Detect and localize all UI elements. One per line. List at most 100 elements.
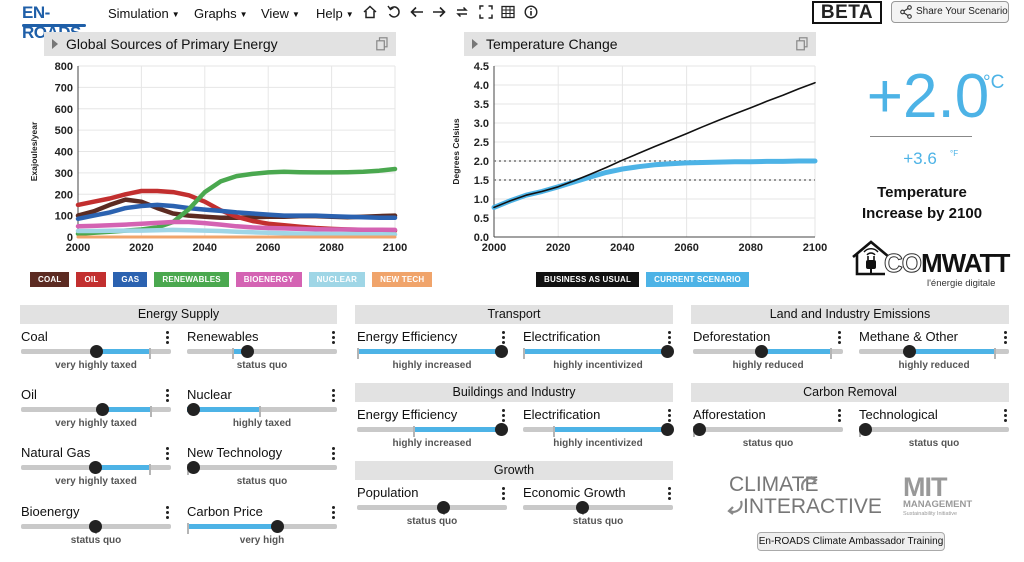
- undo-icon[interactable]: [409, 5, 425, 21]
- more-vertical-icon[interactable]: [665, 330, 673, 344]
- slider-bioenergy[interactable]: Bioenergy status quo: [21, 504, 171, 558]
- legend-item-coal[interactable]: COAL: [30, 272, 70, 287]
- slider-afforestation[interactable]: Afforestation status quo: [693, 407, 843, 461]
- more-vertical-icon[interactable]: [835, 330, 843, 344]
- slider-thumb[interactable]: [575, 501, 589, 514]
- graph-header-primary-energy[interactable]: Global Sources of Primary Energy: [44, 32, 396, 56]
- slider-thumb[interactable]: [187, 461, 200, 474]
- more-vertical-icon[interactable]: [329, 446, 337, 460]
- slider-track[interactable]: [357, 345, 508, 359]
- expand-triangle-icon[interactable]: [472, 39, 478, 49]
- legend-item-renewables[interactable]: RENEWABLES: [154, 272, 229, 287]
- legend-item-nuclear[interactable]: NUCLEAR: [308, 272, 366, 287]
- slider-track[interactable]: [523, 345, 674, 359]
- slider-track[interactable]: [693, 345, 843, 359]
- more-vertical-icon[interactable]: [329, 388, 337, 402]
- slider-thumb[interactable]: [88, 520, 102, 533]
- slider-track[interactable]: [187, 403, 337, 417]
- fullscreen-icon[interactable]: [478, 5, 494, 21]
- slider-track[interactable]: [357, 423, 508, 437]
- slider-track[interactable]: [21, 520, 171, 534]
- primary-energy-chart[interactable]: 0 100 200 300 400 500 600 700 800 2000 2020 2040 206…: [0, 56, 420, 266]
- slider-track[interactable]: [187, 345, 337, 359]
- slider-thumb[interactable]: [96, 403, 109, 416]
- more-vertical-icon[interactable]: [163, 388, 171, 402]
- slider-thumb[interactable]: [187, 403, 200, 416]
- slider-natural-gas[interactable]: Natural Gas very highly taxed: [21, 445, 171, 499]
- temperature-chart[interactable]: 0.0 0.5 1.0 1.5 2.0 2.5 3.0 3.5 4.0 4.5 2000 2020 20…: [440, 56, 830, 266]
- copy-icon[interactable]: [376, 37, 388, 51]
- slider-thumb[interactable]: [902, 345, 916, 358]
- slider-thumb[interactable]: [241, 345, 254, 358]
- more-vertical-icon[interactable]: [835, 408, 843, 422]
- swap-icon[interactable]: [454, 5, 470, 21]
- slider-thumb[interactable]: [859, 423, 872, 436]
- series-line-nuclear[interactable]: [75, 227, 398, 237]
- more-vertical-icon[interactable]: [329, 330, 337, 344]
- home-icon[interactable]: [362, 5, 378, 21]
- more-vertical-icon[interactable]: [1001, 330, 1009, 344]
- legend-item-business-as-usual[interactable]: BUSINESS AS USUAL: [536, 272, 640, 287]
- slider-thumb[interactable]: [495, 345, 508, 358]
- more-vertical-icon[interactable]: [665, 408, 673, 422]
- slider-buildings-energy-efficiency[interactable]: Energy Efficiency highly increased: [357, 407, 508, 461]
- more-vertical-icon[interactable]: [163, 446, 171, 460]
- slider-thumb[interactable]: [90, 345, 103, 358]
- slider-oil[interactable]: Oil very highly taxed: [21, 387, 171, 441]
- slider-nuclear[interactable]: Nuclear highly taxed: [187, 387, 337, 441]
- more-vertical-icon[interactable]: [329, 505, 337, 519]
- slider-thumb[interactable]: [88, 461, 102, 474]
- copy-icon[interactable]: [796, 37, 808, 51]
- more-vertical-icon[interactable]: [163, 505, 171, 519]
- slider-renewables[interactable]: Renewables status quo: [187, 329, 337, 383]
- slider-deforestation[interactable]: Deforestation highly reduced: [693, 329, 843, 383]
- info-icon[interactable]: [523, 5, 539, 21]
- more-vertical-icon[interactable]: [163, 330, 171, 344]
- menu-view[interactable]: View ▼: [261, 6, 300, 21]
- slider-track[interactable]: [187, 520, 337, 534]
- slider-transport-electrification[interactable]: Electrification highly incentivized: [523, 329, 674, 383]
- slider-population[interactable]: Population status quo: [357, 485, 507, 539]
- more-vertical-icon[interactable]: [499, 408, 507, 422]
- slider-buildings-electrification[interactable]: Electrification highly incentivized: [523, 407, 674, 461]
- slider-track[interactable]: [523, 423, 674, 437]
- slider-track[interactable]: [523, 501, 673, 515]
- more-vertical-icon[interactable]: [499, 330, 507, 344]
- slider-thumb[interactable]: [661, 345, 674, 358]
- slider-thumb[interactable]: [693, 423, 706, 436]
- slider-new-technology[interactable]: New Technology status quo: [187, 445, 337, 499]
- legend-item-bioenergy[interactable]: BIOENERGY: [235, 272, 302, 287]
- slider-track[interactable]: [21, 403, 171, 417]
- slider-transport-energy-efficiency[interactable]: Energy Efficiency highly increased: [357, 329, 508, 383]
- ambassador-training-button[interactable]: En-ROADS Climate Ambassador Training: [757, 532, 945, 551]
- more-vertical-icon[interactable]: [1001, 408, 1009, 422]
- series-line-bioenergy[interactable]: [75, 219, 398, 233]
- legend-item-gas[interactable]: GAS: [113, 272, 148, 287]
- expand-triangle-icon[interactable]: [52, 39, 58, 49]
- slider-track[interactable]: [693, 423, 843, 437]
- slider-thumb[interactable]: [495, 423, 508, 436]
- legend-item-new-tech[interactable]: NEW TECH: [372, 272, 433, 287]
- slider-thumb[interactable]: [436, 501, 450, 514]
- series-line-gas[interactable]: [75, 202, 398, 222]
- more-vertical-icon[interactable]: [499, 486, 507, 500]
- more-vertical-icon[interactable]: [665, 486, 673, 500]
- reset-icon[interactable]: [386, 5, 402, 21]
- slider-track[interactable]: [187, 461, 337, 475]
- slider-methane-other[interactable]: Methane & Other highly reduced: [859, 329, 1009, 383]
- legend-item-current-scenario[interactable]: CURRENT SCENARIO: [646, 272, 749, 287]
- slider-economic-growth[interactable]: Economic Growth status quo: [523, 485, 673, 539]
- legend-item-oil[interactable]: OIL: [76, 272, 107, 287]
- slider-thumb[interactable]: [271, 520, 284, 533]
- slider-track[interactable]: [21, 345, 171, 359]
- table-icon[interactable]: [500, 5, 516, 21]
- slider-track[interactable]: [357, 501, 507, 515]
- slider-thumb[interactable]: [661, 423, 674, 436]
- series-line-current-scenario[interactable]: [491, 158, 818, 210]
- redo-icon[interactable]: [431, 5, 447, 21]
- graph-header-temperature[interactable]: Temperature Change: [464, 32, 816, 56]
- slider-thumb[interactable]: [754, 345, 768, 358]
- menu-help[interactable]: Help ▼: [316, 6, 354, 21]
- slider-carbon-price[interactable]: Carbon Price very high: [187, 504, 337, 558]
- slider-track[interactable]: [859, 345, 1009, 359]
